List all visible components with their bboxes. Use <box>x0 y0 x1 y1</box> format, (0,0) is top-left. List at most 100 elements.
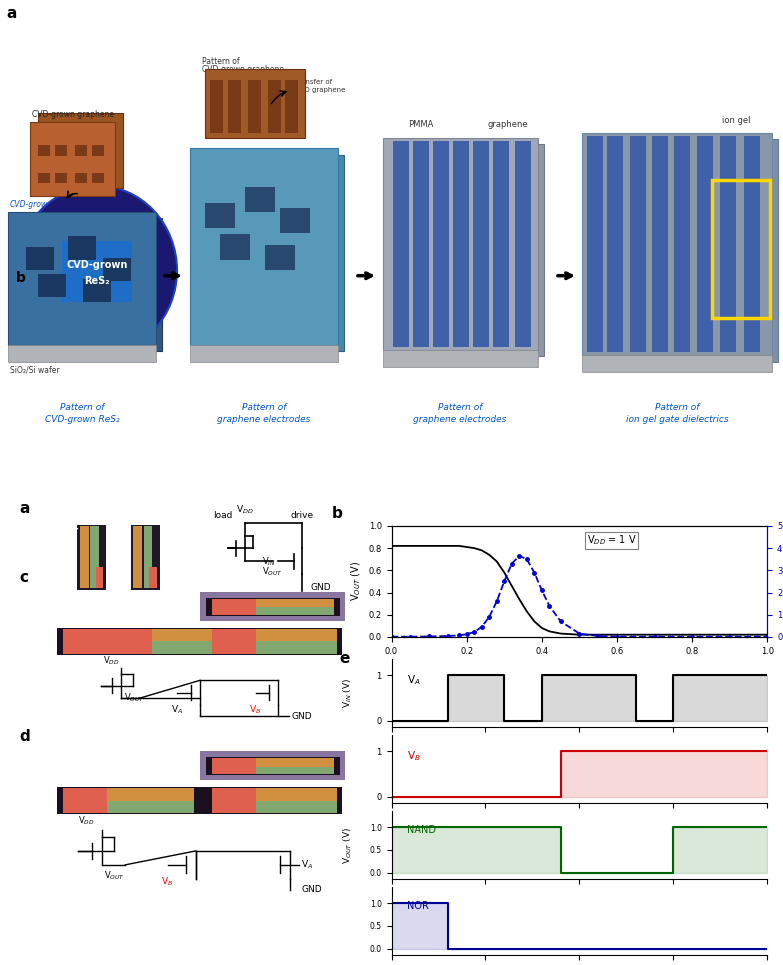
Text: graphene: graphene <box>488 121 529 129</box>
Bar <box>92 146 104 156</box>
Text: V$_{DD}$: V$_{DD}$ <box>236 504 254 516</box>
Bar <box>62 240 132 302</box>
Text: CVD-grown graphene: CVD-grown graphene <box>202 66 284 74</box>
Bar <box>63 801 193 813</box>
Text: CVD graphene: CVD graphene <box>295 87 345 94</box>
Text: PMMA: PMMA <box>408 121 433 129</box>
Text: Pattern of: Pattern of <box>202 57 240 66</box>
Bar <box>211 598 334 615</box>
Bar <box>26 247 54 270</box>
Text: ReS₂: ReS₂ <box>85 276 110 286</box>
Text: V$_{OUT}$: V$_{OUT}$ <box>104 869 124 881</box>
Text: V$_{DD}$: V$_{DD}$ <box>103 654 120 667</box>
Text: NOR: NOR <box>57 752 81 761</box>
Text: V$_{IN}$ (V): V$_{IN}$ (V) <box>341 678 354 708</box>
Text: ReS₂: ReS₂ <box>10 217 28 227</box>
Bar <box>210 79 223 132</box>
Bar <box>473 141 489 346</box>
Bar <box>63 629 152 654</box>
Bar <box>280 207 310 234</box>
Bar <box>211 758 256 774</box>
Text: Transfer of: Transfer of <box>295 79 332 85</box>
Text: V$_{DD}$ = 1 V: V$_{DD}$ = 1 V <box>587 534 637 547</box>
Text: d: d <box>20 729 31 744</box>
Bar <box>63 629 337 654</box>
Bar <box>211 629 337 654</box>
Bar <box>14 218 162 351</box>
Bar <box>582 132 772 355</box>
Text: V$_A$: V$_A$ <box>171 703 183 716</box>
Text: GND: GND <box>291 711 312 721</box>
Text: V$_{OUT}$: V$_{OUT}$ <box>262 565 283 578</box>
Text: V$_A$: V$_A$ <box>301 859 314 871</box>
Bar <box>383 138 538 350</box>
Bar <box>744 136 760 352</box>
Bar <box>607 136 623 352</box>
Bar <box>200 593 345 621</box>
Bar <box>90 526 99 589</box>
Text: CVD-grown graphene: CVD-grown graphene <box>32 110 114 119</box>
Bar <box>587 136 603 352</box>
Bar <box>38 274 66 297</box>
Text: graphene electrodes: graphene electrodes <box>218 415 311 424</box>
Bar <box>211 766 334 774</box>
Text: b: b <box>331 507 342 521</box>
Bar <box>57 787 342 814</box>
Text: load: load <box>214 511 233 520</box>
Bar <box>211 629 256 654</box>
Text: b: b <box>16 271 26 286</box>
Bar <box>92 173 104 183</box>
Bar <box>515 141 531 346</box>
Bar <box>211 642 337 654</box>
Bar <box>712 180 770 318</box>
Bar <box>674 136 690 352</box>
Text: GND: GND <box>301 885 322 895</box>
Bar <box>143 526 152 589</box>
Text: V$_A$: V$_A$ <box>406 673 420 686</box>
Bar <box>211 758 334 774</box>
Bar <box>57 627 342 655</box>
Bar <box>131 525 160 590</box>
Bar <box>630 136 646 352</box>
Text: V$_{OUT}$ (V): V$_{OUT}$ (V) <box>341 827 354 864</box>
Text: ion gel: ion gel <box>721 116 750 125</box>
Bar <box>190 345 338 362</box>
Bar <box>285 79 298 132</box>
Bar <box>30 122 115 196</box>
Text: NAND: NAND <box>406 825 435 835</box>
Bar <box>38 114 123 188</box>
Bar <box>77 525 106 590</box>
Bar <box>720 136 736 352</box>
Bar <box>55 173 67 183</box>
Bar <box>63 788 107 813</box>
Bar <box>200 752 345 781</box>
Text: graphene electrodes: graphene electrodes <box>413 415 507 424</box>
Bar <box>8 212 156 345</box>
Text: NOR: NOR <box>406 900 428 911</box>
Bar <box>652 136 668 352</box>
Text: Pattern of: Pattern of <box>242 403 287 412</box>
Bar <box>211 598 256 615</box>
Text: V$_{OUT}$: V$_{OUT}$ <box>124 691 144 703</box>
Bar <box>211 801 337 813</box>
Text: V$_{DD}$: V$_{DD}$ <box>78 814 95 827</box>
Text: CVD-grown ReS₂: CVD-grown ReS₂ <box>45 415 119 424</box>
Bar <box>133 526 143 589</box>
Bar <box>68 236 96 260</box>
Bar <box>493 141 509 346</box>
Circle shape <box>17 185 177 355</box>
Bar <box>8 345 156 362</box>
Bar <box>38 173 50 183</box>
Bar <box>205 203 235 228</box>
Bar <box>413 141 429 346</box>
Text: a: a <box>20 501 30 516</box>
Bar <box>383 350 538 367</box>
Bar <box>75 146 87 156</box>
Bar <box>389 144 544 356</box>
Bar <box>588 139 778 362</box>
Bar <box>200 593 345 621</box>
Bar <box>96 566 103 589</box>
Text: Pattern of: Pattern of <box>655 403 699 412</box>
Bar <box>453 141 469 346</box>
Bar <box>55 146 67 156</box>
